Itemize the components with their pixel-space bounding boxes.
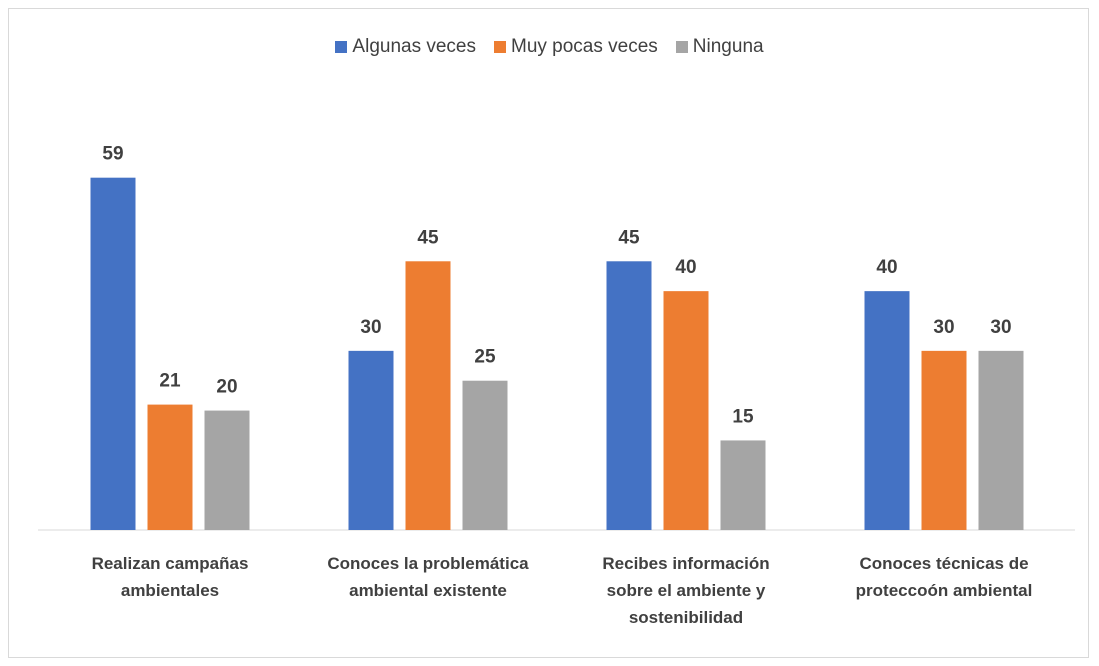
x-tick-label: Realizan campañas ambientales — [91, 554, 249, 600]
data-label: 59 — [102, 144, 123, 165]
data-label: 20 — [216, 377, 237, 398]
legend-item: Algunas veces — [335, 36, 476, 58]
data-label: 25 — [474, 347, 496, 368]
bar — [348, 350, 394, 530]
x-tick-label: Recibes información sobre el ambiente y … — [602, 554, 770, 627]
data-label: 40 — [876, 257, 897, 278]
bar — [462, 380, 508, 530]
legend-item: Muy pocas veces — [494, 36, 658, 58]
bar — [978, 350, 1024, 530]
x-tick-label: Conoces la problemática ambiental existe… — [327, 554, 529, 600]
x-tick-label: Conoces técnicas de proteccoón ambiental — [855, 554, 1033, 600]
data-label: 15 — [732, 406, 754, 427]
bar — [204, 410, 250, 530]
bar — [663, 291, 709, 530]
legend: Algunas veces Muy pocas veces Ninguna — [0, 36, 1099, 58]
bar — [147, 404, 193, 530]
data-label: 30 — [990, 317, 1011, 338]
legend-label: Algunas veces — [352, 36, 476, 57]
data-label: 21 — [159, 371, 181, 392]
bar — [90, 177, 136, 530]
legend-swatch — [335, 41, 348, 53]
legend-label: Muy pocas veces — [511, 36, 658, 57]
bar — [405, 261, 451, 530]
data-label: 30 — [933, 317, 954, 338]
bar — [864, 291, 910, 530]
legend-item: Ninguna — [675, 36, 764, 58]
bar — [606, 261, 652, 530]
legend-swatch — [494, 41, 506, 53]
data-label: 40 — [675, 257, 696, 278]
bar — [921, 350, 967, 530]
chart-frame — [8, 8, 1089, 658]
data-label: 45 — [417, 227, 439, 248]
legend-swatch — [675, 41, 688, 53]
data-label: 45 — [618, 227, 640, 248]
bar — [720, 440, 766, 530]
data-label: 30 — [360, 317, 381, 338]
legend-label: Ninguna — [692, 36, 764, 57]
